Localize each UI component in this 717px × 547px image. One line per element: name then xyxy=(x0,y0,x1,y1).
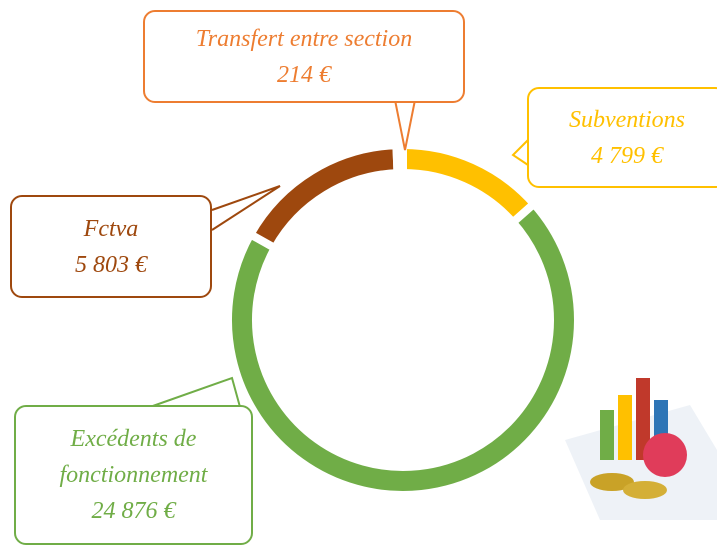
decoration xyxy=(565,378,717,520)
category-label: Transfert entre section xyxy=(157,21,451,57)
page: Subventions4 799 € Excédents de fonctionn… xyxy=(0,0,717,547)
donut-slice xyxy=(396,145,403,173)
category-label: Excédents de fonctionnement xyxy=(28,421,239,493)
value-label: 24 876 € xyxy=(28,493,239,529)
category-label: Subventions xyxy=(541,102,713,138)
value-label: 214 € xyxy=(157,57,451,93)
category-label: Fctva xyxy=(24,211,198,247)
donut-slice xyxy=(228,204,578,495)
value-label: 4 799 € xyxy=(541,138,713,174)
value-label: 5 803 € xyxy=(24,247,198,283)
donut-slice xyxy=(250,145,397,248)
